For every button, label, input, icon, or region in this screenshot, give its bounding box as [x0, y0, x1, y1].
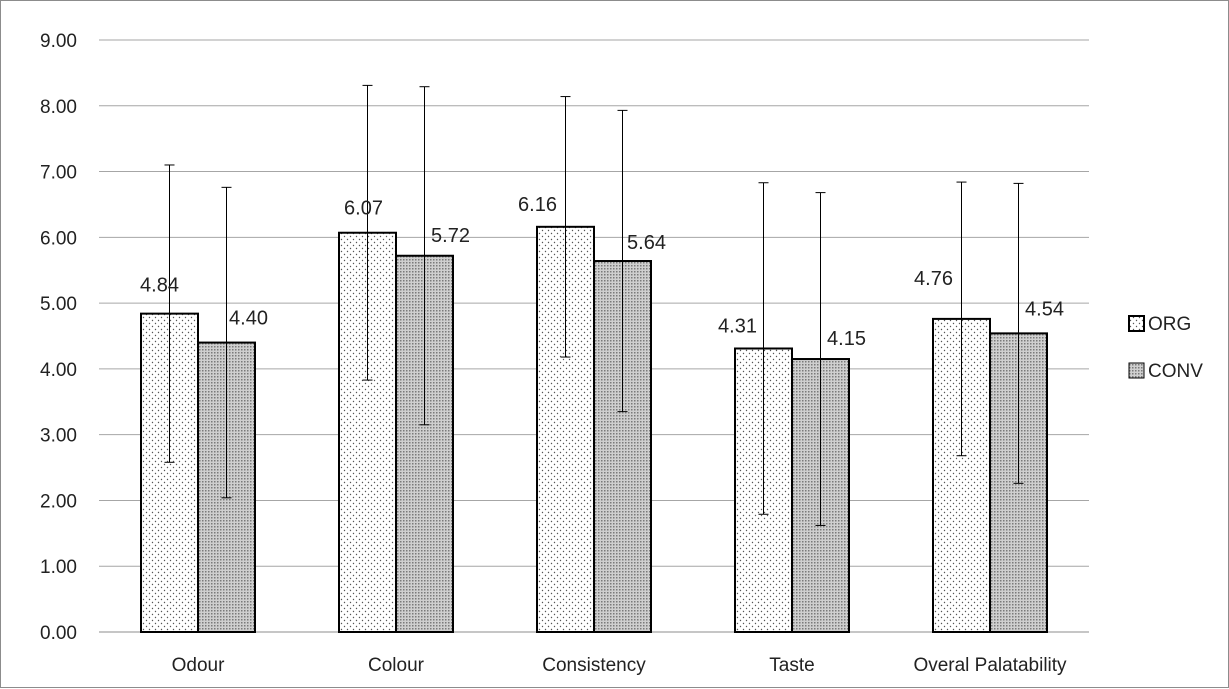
y-tick-label: 6.00 — [40, 228, 77, 249]
x-category-label: Odour — [172, 655, 225, 676]
error-bar — [758, 182, 769, 515]
y-tick-label: 1.00 — [40, 557, 77, 578]
y-tick-label: 8.00 — [40, 97, 77, 118]
x-category-label: Taste — [769, 655, 814, 676]
y-tick-label: 4.00 — [40, 360, 77, 381]
x-category-label: Consistency — [542, 655, 646, 676]
data-label: 6.07 — [344, 198, 383, 220]
x-axis-categories: Odour Colour Consistency Taste Overal Palata… — [172, 655, 1067, 676]
y-tick-label: 9.00 — [40, 31, 77, 52]
error-bar — [560, 96, 571, 358]
error-bar — [815, 192, 826, 526]
data-label: 5.64 — [627, 232, 666, 254]
data-label: 4.76 — [914, 268, 953, 290]
error-bar — [419, 86, 430, 426]
error-bar — [221, 186, 232, 499]
y-tick-label: 5.00 — [40, 294, 77, 315]
legend-item-conv: CONV — [1128, 361, 1203, 382]
legend-swatch — [1128, 315, 1145, 332]
data-label: 4.15 — [827, 328, 866, 350]
data-label: 6.16 — [518, 194, 557, 216]
data-label: 5.72 — [431, 225, 470, 247]
legend-label: ORG — [1148, 314, 1191, 335]
x-category-label: Overal Palatability — [913, 655, 1067, 676]
x-category-label: Colour — [368, 655, 425, 676]
bars — [140, 225, 1048, 634]
error-bar — [164, 164, 175, 463]
y-tick-label: 7.00 — [40, 163, 77, 184]
error-bar — [362, 84, 373, 381]
data-label: 4.84 — [140, 275, 179, 297]
error-bar — [1013, 182, 1024, 484]
y-tick-label: 2.00 — [40, 491, 77, 512]
y-tick-label: 3.00 — [40, 426, 77, 447]
y-tick-label: 0.00 — [40, 623, 77, 644]
legend: ORG CONV — [1128, 314, 1203, 382]
y-axis-ticks: 0.00 1.00 2.00 3.00 4.00 5.00 6.00 7.00 8.00 9.00 — [40, 31, 77, 644]
legend-label: CONV — [1148, 361, 1203, 382]
legend-item-org: ORG — [1128, 314, 1191, 335]
bar-org-colour — [338, 231, 397, 633]
error-bars — [164, 84, 1024, 526]
legend-swatch — [1128, 362, 1145, 379]
error-bar — [617, 109, 628, 413]
data-label: 4.54 — [1025, 298, 1064, 320]
data-label: 4.31 — [718, 315, 757, 337]
data-label: 4.40 — [229, 308, 268, 330]
data-labels: 4.84 4.40 6.07 5.72 6.16 5.64 4.31 4.15 4.76 4.54 — [140, 194, 1064, 350]
error-bar — [956, 181, 967, 457]
